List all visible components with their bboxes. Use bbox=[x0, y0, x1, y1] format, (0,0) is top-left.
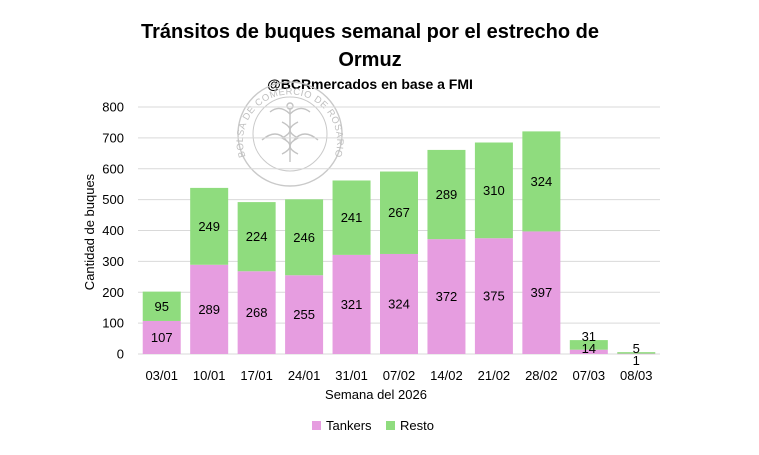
bar-tankers-03-01 bbox=[142, 320, 181, 354]
y-tick-label: 500 bbox=[102, 192, 124, 207]
bar-resto-10-01 bbox=[190, 187, 229, 265]
y-tick-label: 300 bbox=[102, 254, 124, 269]
bar-resto-28-02 bbox=[522, 131, 561, 232]
y-tick-label: 0 bbox=[117, 347, 124, 362]
bar-resto-17-01 bbox=[237, 202, 276, 272]
x-tick-label: 07/03 bbox=[573, 368, 606, 383]
data-label-tankers: 289 bbox=[198, 302, 220, 317]
bar-tankers-17-01 bbox=[237, 271, 276, 354]
data-label-tankers: 324 bbox=[388, 296, 410, 311]
y-tick-label: 200 bbox=[102, 285, 124, 300]
x-tick-label: 03/01 bbox=[145, 368, 178, 383]
data-label-resto: 224 bbox=[246, 229, 268, 244]
bar-tankers-10-01 bbox=[190, 264, 229, 354]
seal-outer-ring bbox=[237, 81, 343, 187]
x-axis-ticks: 03/01 10/01 17/01 24/01 31/01 07/02 14/02 21/02… bbox=[145, 368, 652, 383]
data-label-tankers: 255 bbox=[293, 307, 315, 322]
data-label-resto: 31 bbox=[582, 329, 596, 344]
y-tick-label: 100 bbox=[102, 316, 124, 331]
bar-tankers-14-02 bbox=[427, 239, 466, 354]
bar-resto-08-03 bbox=[617, 352, 656, 354]
data-label-tankers: 321 bbox=[341, 297, 363, 312]
data-label-tankers: 14 bbox=[582, 341, 596, 356]
y-axis-title: Cantidad de buques bbox=[82, 173, 97, 290]
legend-label-tankers: Tankers bbox=[326, 418, 372, 433]
bar-tankers-07-02 bbox=[380, 253, 418, 354]
bar-layer bbox=[142, 131, 656, 355]
bar-tankers-21-02 bbox=[474, 238, 513, 354]
x-tick-label: 21/02 bbox=[478, 368, 511, 383]
data-label-resto: 267 bbox=[388, 205, 410, 220]
data-label-resto: 289 bbox=[436, 187, 458, 202]
x-tick-label: 31/01 bbox=[335, 368, 368, 383]
legend-swatch-resto bbox=[386, 421, 395, 430]
data-label-resto: 324 bbox=[531, 174, 553, 189]
bar-resto-24-01 bbox=[285, 199, 324, 276]
y-tick-label: 800 bbox=[102, 100, 124, 115]
watermark-seal: BOLSA DE COMERCIO DE ROSARIO bbox=[235, 81, 345, 187]
data-label-resto: 95 bbox=[154, 299, 168, 314]
legend-label-resto: Resto bbox=[400, 418, 434, 433]
data-label-tankers: 1 bbox=[633, 353, 640, 368]
y-tick-label: 400 bbox=[102, 223, 124, 238]
bar-tankers-24-01 bbox=[285, 275, 324, 354]
bar-tankers-07-03 bbox=[569, 349, 608, 354]
bar-resto-07-02 bbox=[380, 171, 418, 254]
data-label-resto: 310 bbox=[483, 183, 505, 198]
x-tick-label: 24/01 bbox=[288, 368, 321, 383]
bar-resto-14-02 bbox=[427, 149, 466, 240]
x-axis-title: Semana del 2026 bbox=[325, 387, 427, 402]
bar-resto-31-01 bbox=[332, 180, 371, 255]
data-label-tankers: 268 bbox=[246, 305, 268, 320]
chart-title-line1: Tránsitos de buques semanal por el estre… bbox=[141, 21, 599, 43]
chart-subtitle: @BCRmercados en base a FMI bbox=[267, 76, 473, 92]
legend-swatch-tankers bbox=[312, 421, 321, 430]
data-label-tankers: 397 bbox=[531, 285, 553, 300]
legend: Tankers Resto bbox=[312, 418, 434, 433]
bar-tankers-08-03 bbox=[617, 353, 656, 355]
data-label-tankers: 375 bbox=[483, 289, 505, 304]
data-label-resto: 246 bbox=[293, 230, 315, 245]
data-label-tankers: 107 bbox=[151, 330, 173, 345]
chart-title-line2: Ormuz bbox=[338, 49, 401, 71]
y-tick-label: 600 bbox=[102, 161, 124, 176]
bar-tankers-31-01 bbox=[332, 254, 371, 354]
data-label-tankers: 372 bbox=[436, 289, 458, 304]
x-tick-label: 28/02 bbox=[525, 368, 558, 383]
bar-resto-07-03 bbox=[569, 340, 608, 350]
x-tick-label: 14/02 bbox=[430, 368, 463, 383]
bar-resto-03-01 bbox=[142, 291, 181, 321]
seal-inner-ring bbox=[252, 96, 328, 172]
data-label-layer: 107 95 289 249 268 224 255 246 321 241 324 267 372 28… bbox=[151, 174, 640, 368]
x-tick-label: 17/01 bbox=[240, 368, 273, 383]
caduceus-icon bbox=[261, 102, 319, 162]
data-label-resto: 249 bbox=[198, 219, 220, 234]
data-label-resto: 241 bbox=[341, 210, 363, 225]
bar-tankers-28-02 bbox=[522, 231, 561, 354]
x-tick-label: 08/03 bbox=[620, 368, 653, 383]
data-label-resto: 5 bbox=[633, 341, 640, 356]
y-tick-label: 700 bbox=[102, 130, 124, 145]
y-axis-ticks: 0 100 200 300 400 500 600 700 800 bbox=[102, 100, 124, 362]
x-tick-label: 10/01 bbox=[193, 368, 226, 383]
bar-resto-21-02 bbox=[474, 142, 513, 239]
x-tick-label: 07/02 bbox=[383, 368, 416, 383]
